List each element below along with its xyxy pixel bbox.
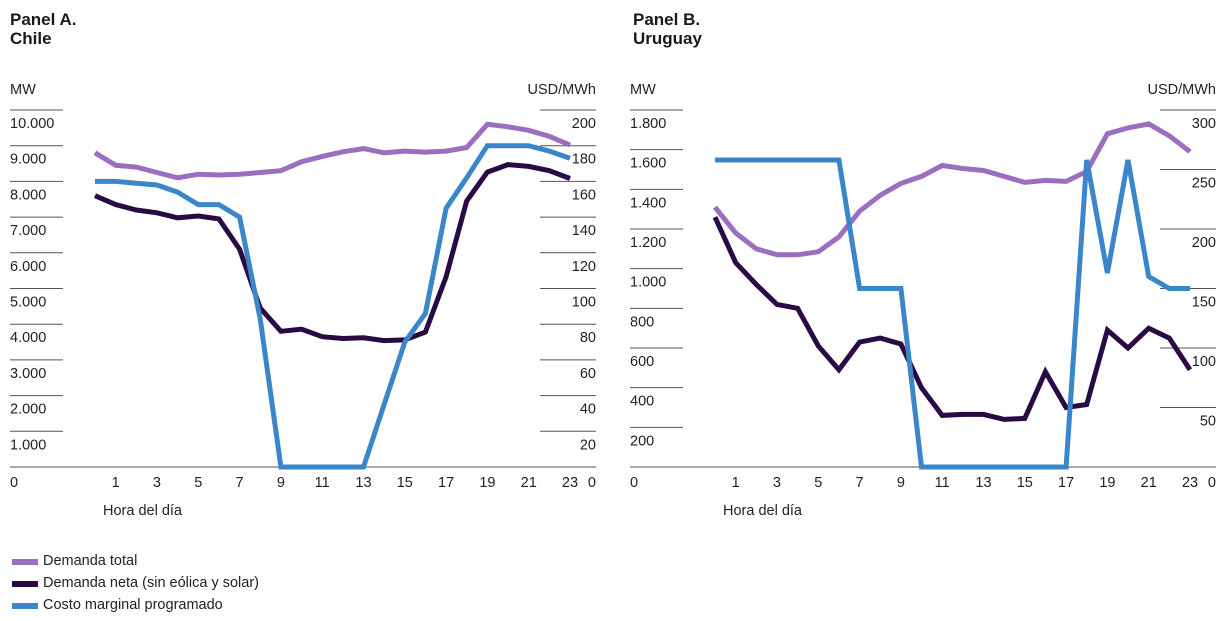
- x-tick-label: 9: [897, 475, 905, 491]
- x-tick-label: 11: [315, 475, 330, 491]
- x-tick-label: 1: [732, 475, 740, 491]
- left-tick-label: 1.400: [630, 195, 666, 211]
- x-tick-label: 11: [935, 475, 950, 491]
- x-tick-label: 23: [562, 475, 578, 491]
- total-demand-line: [713, 121, 1192, 258]
- right-tick-label: 200: [572, 116, 596, 132]
- x-tick-label: 1: [112, 475, 120, 491]
- left-tick-label: 8.000: [10, 187, 46, 203]
- legend-swatch-cost: [12, 603, 38, 609]
- right-zero-label: 0: [588, 475, 596, 491]
- right-tick-label: 200: [1192, 235, 1216, 251]
- x-tick-label: 13: [975, 475, 991, 491]
- right-tick-label: 50: [1200, 414, 1216, 430]
- left-tick-label: 3.000: [10, 366, 46, 382]
- panel-b-title-line1: Panel B.: [633, 10, 701, 29]
- x-axis-title: Hora del día: [723, 503, 803, 519]
- x-tick-label: 17: [438, 475, 454, 491]
- left-axis-unit: MW: [630, 82, 656, 98]
- x-tick-label: 15: [397, 475, 413, 491]
- left-tick-label: 6.000: [10, 259, 46, 275]
- right-tick-label: 120: [572, 259, 596, 275]
- x-tick-label: 23: [1182, 475, 1198, 491]
- total-demand-line: [93, 121, 571, 181]
- right-tick-label: 80: [580, 330, 596, 346]
- right-tick-label: 160: [572, 187, 596, 203]
- right-tick-label: 140: [572, 223, 596, 239]
- left-tick-label: 1.600: [630, 156, 666, 172]
- x-tick-label: 15: [1017, 475, 1033, 491]
- left-zero-label: 0: [10, 475, 18, 491]
- x-tick-label: 9: [277, 475, 285, 491]
- panel-a-title-line1: Panel A.: [10, 10, 77, 29]
- left-tick-label: 600: [630, 354, 654, 370]
- left-tick-label: 9.000: [10, 152, 46, 168]
- x-axis-title: Hora del día: [103, 503, 183, 519]
- right-tick-label: 150: [1192, 295, 1216, 311]
- legend-label-total: Demanda total: [43, 553, 138, 569]
- right-tick-label: 250: [1192, 176, 1216, 192]
- uruguay-chart: MW USD/MWh 1.800 1.600 1.400 1.200 1.000 800 600…: [630, 82, 1216, 519]
- panel-a-title-line2: Chile: [10, 29, 52, 48]
- right-axis-unit: USD/MWh: [528, 82, 596, 98]
- right-tick-label: 180: [572, 152, 596, 168]
- right-tick-label: 300: [1192, 116, 1216, 132]
- left-tick-label: 1.000: [630, 275, 666, 291]
- x-tick-label: 13: [355, 475, 371, 491]
- right-tick-label: 60: [580, 366, 596, 382]
- left-tick-label: 200: [630, 433, 654, 449]
- x-tick-label: 19: [1099, 475, 1115, 491]
- right-axis-unit: USD/MWh: [1148, 82, 1216, 98]
- right-zero-label: 0: [1208, 475, 1216, 491]
- left-axis-unit: MW: [10, 82, 36, 98]
- x-tick-label: 7: [856, 475, 864, 491]
- right-tick-label: 100: [1192, 354, 1216, 370]
- left-tick-label: 800: [630, 314, 654, 330]
- right-tick-label: 100: [572, 295, 596, 311]
- left-tick-label: 1.200: [630, 235, 666, 251]
- net-demand-line: [94, 162, 571, 344]
- legend-label-net: Demanda neta (sin eólica y solar): [43, 575, 259, 591]
- x-tick-label: 19: [479, 475, 495, 491]
- right-tick-label: 20: [580, 437, 596, 453]
- x-tick-label: 3: [773, 475, 781, 491]
- x-tick-label: 17: [1058, 475, 1074, 491]
- x-tick-label: 21: [1141, 475, 1157, 491]
- legend-label-cost: Costo marginal programado: [43, 597, 223, 613]
- left-tick-label: 2.000: [10, 402, 46, 418]
- left-tick-label: 400: [630, 394, 654, 410]
- legend-swatch-total: [12, 559, 38, 565]
- left-tick-label: 5.000: [10, 295, 46, 311]
- chile-chart: MW USD/MWh 10.000 9.000 8.000 7.000 6.000 5.000…: [10, 82, 596, 519]
- panel-b-title-line2: Uruguay: [633, 29, 702, 48]
- x-tick-label: 3: [153, 475, 161, 491]
- left-tick-label: 1.000: [10, 437, 46, 453]
- marginal-cost-line: [95, 143, 571, 470]
- panel-b-title: Panel B. Uruguay: [633, 10, 702, 48]
- x-tick-label: 21: [521, 475, 537, 491]
- left-tick-label: 10.000: [10, 116, 54, 132]
- right-tick-label: 40: [580, 402, 596, 418]
- marginal-cost-line: [715, 157, 1190, 470]
- net-demand-line: [712, 216, 1193, 422]
- panel-a-title: Panel A. Chile: [10, 10, 76, 48]
- x-tick-label: 7: [236, 475, 244, 491]
- x-tick-label: 5: [814, 475, 822, 491]
- left-tick-label: 4.000: [10, 330, 46, 346]
- left-tick-label: 1.800: [630, 116, 666, 132]
- legend-swatch-net: [12, 581, 38, 587]
- left-tick-label: 7.000: [10, 223, 46, 239]
- left-zero-label: 0: [630, 475, 638, 491]
- x-tick-label: 5: [194, 475, 202, 491]
